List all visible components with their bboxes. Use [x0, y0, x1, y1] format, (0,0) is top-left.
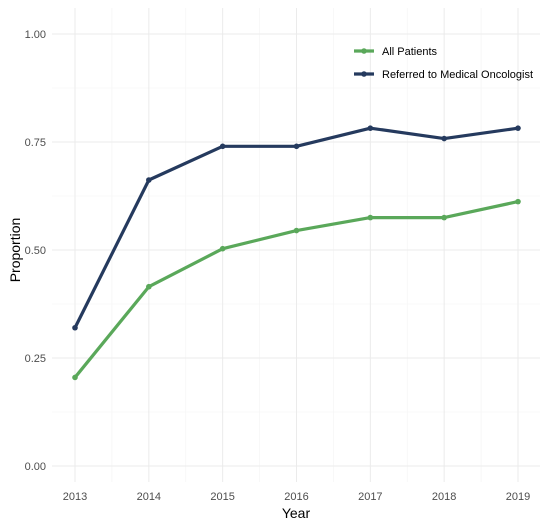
data-point: [441, 135, 447, 142]
x-tick-label: 2015: [210, 491, 234, 503]
grid: [52, 8, 540, 482]
series-lines: [72, 125, 521, 381]
data-point: [441, 214, 447, 221]
series-2: [72, 125, 521, 331]
legend: All Patients Referred to Medical Oncologi…: [354, 46, 533, 81]
x-tick-label: 2013: [63, 491, 87, 503]
data-point: [72, 324, 78, 331]
y-tick-label: 1.00: [25, 29, 46, 41]
legend-item: Referred to Medical Oncologist: [354, 69, 533, 81]
x-axis-ticks: 2013 2014 2015 2016 2017 2018 2019: [63, 491, 530, 503]
legend-label: Referred to Medical Oncologist: [382, 69, 533, 81]
legend-item: All Patients: [354, 46, 438, 58]
legend-swatch-point: [361, 71, 367, 77]
legend-swatch-point: [361, 48, 367, 54]
x-tick-label: 2019: [506, 491, 530, 503]
legend-label: All Patients: [382, 46, 438, 58]
x-tick-label: 2017: [358, 491, 382, 503]
data-point: [367, 125, 374, 131]
data-point: [72, 374, 78, 381]
x-tick-label: 2018: [432, 491, 456, 503]
series-1: [72, 198, 521, 381]
data-point: [146, 283, 152, 290]
data-point: [219, 143, 226, 150]
y-tick-label: 0.00: [25, 461, 46, 473]
x-tick-label: 2014: [137, 491, 161, 503]
data-point: [146, 177, 152, 183]
y-tick-label: 0.50: [25, 245, 46, 257]
data-point: [293, 227, 300, 234]
y-axis-ticks: 0.00 0.25 0.50 0.75 1.00: [25, 29, 46, 473]
data-point: [293, 143, 300, 150]
y-tick-label: 0.75: [25, 137, 46, 149]
data-point: [515, 125, 521, 131]
data-point: [515, 198, 521, 205]
data-point: [367, 214, 374, 221]
x-axis-title: Year: [282, 505, 311, 521]
data-point: [219, 245, 226, 252]
y-tick-label: 0.25: [25, 353, 46, 365]
x-tick-label: 2016: [284, 491, 308, 503]
y-axis-title: Proportion: [7, 218, 23, 283]
